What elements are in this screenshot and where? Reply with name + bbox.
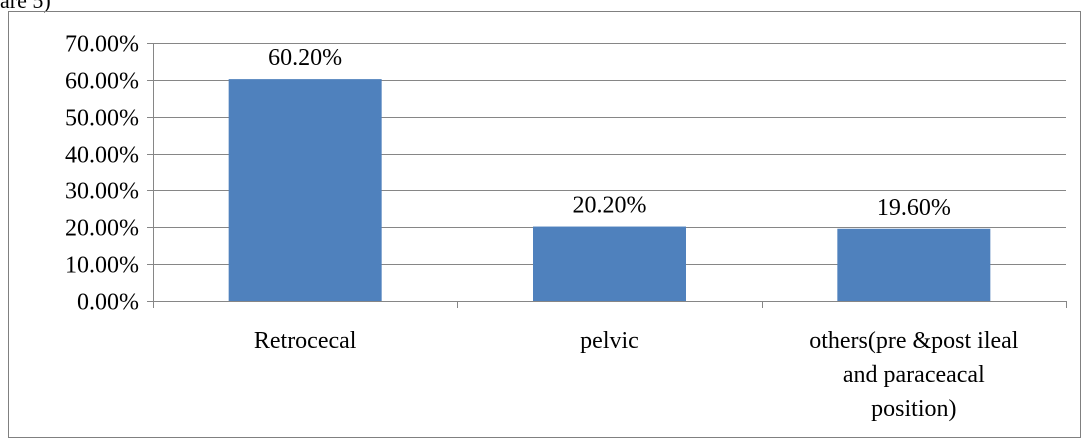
chart-frame [8,11,1081,438]
y-tick-label: 0.00% [77,290,139,316]
y-tick-label: 10.00% [65,253,139,279]
y-tick-label: 50.00% [65,106,139,132]
y-tick-label: 60.00% [65,69,139,95]
data-label: 20.20% [573,193,647,219]
y-tick-label: 70.00% [65,32,139,58]
bar [228,79,382,302]
caption-fragment: are 5) [0,0,51,13]
x-tick-label: pelvic [580,328,639,354]
data-label: 19.60% [877,195,951,221]
bar [533,226,686,301]
bar [837,228,991,301]
y-tick-label: 40.00% [65,143,139,169]
data-label: 60.20% [268,45,342,71]
x-tick-label: Retrocecal [254,328,357,354]
y-tick-label: 30.00% [65,179,139,205]
x-tick-label: others(pre &post ileal and paraceacal posi… [809,328,1019,422]
y-tick-label: 20.00% [65,216,139,242]
